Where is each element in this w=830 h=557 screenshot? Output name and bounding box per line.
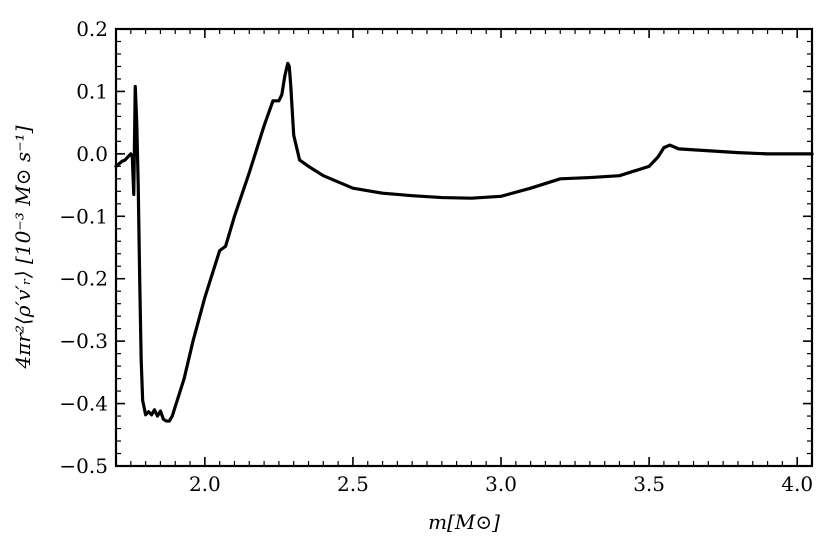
x-tick-label: 2.0 xyxy=(189,472,221,496)
y-tick-label: −0.2 xyxy=(59,267,108,291)
y-tick-label: −0.3 xyxy=(59,329,108,353)
y-tick-label: 0.1 xyxy=(76,79,108,103)
y-tick-label: 0.0 xyxy=(76,142,108,166)
y-tick-label: 0.2 xyxy=(76,17,108,41)
series-line xyxy=(114,61,814,423)
x-tick-label: 2.5 xyxy=(337,472,369,496)
x-tick-label: 3.0 xyxy=(485,472,517,496)
y-tick-label: −0.5 xyxy=(59,454,108,478)
x-axis-label: m[M⊙] xyxy=(428,510,500,534)
x-tick-label: 3.5 xyxy=(633,472,665,496)
tick-marks xyxy=(116,28,813,467)
tick-labels: 2.0 2.5 3.0 3.5 4.0 0.2 0.1 0.0 −0.1 −0.2 −0.3 −0.4… xyxy=(59,17,813,496)
y-tick-label: −0.1 xyxy=(59,204,108,228)
series-group xyxy=(114,61,814,423)
y-axis-label: 4πr²⟨ρ′v′ᵣ⟩ [10⁻³ M⊙ s⁻¹] xyxy=(11,125,35,369)
x-tick-label: 4.0 xyxy=(781,472,813,496)
y-tick-label: −0.4 xyxy=(59,392,108,416)
plot-frame xyxy=(114,27,814,468)
